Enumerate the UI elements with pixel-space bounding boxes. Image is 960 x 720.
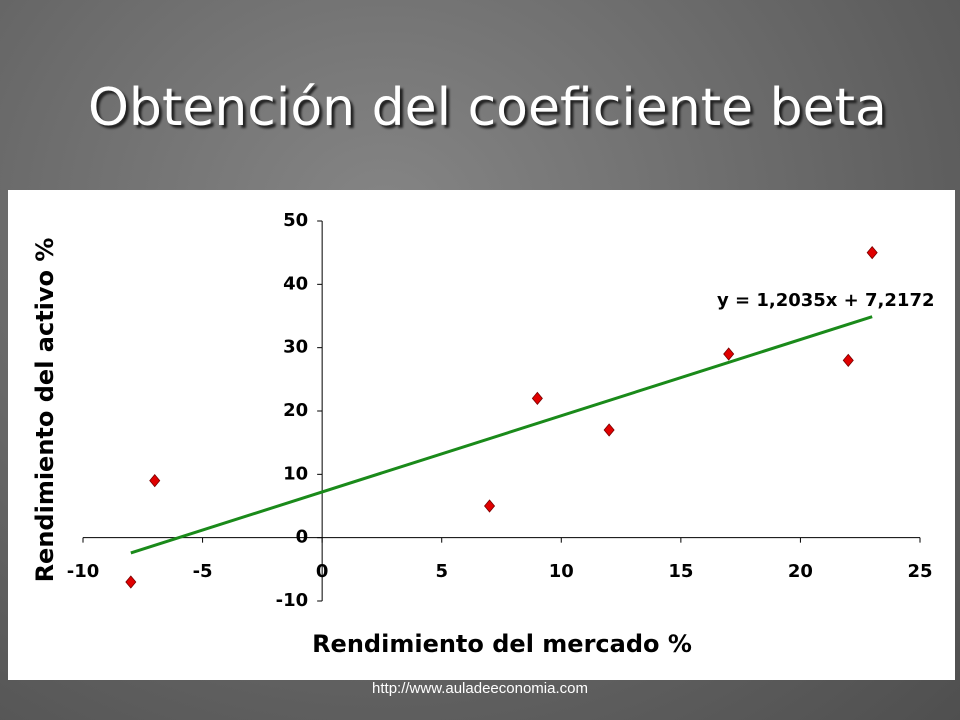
x-tick-label: 25	[907, 561, 932, 582]
chart-area	[8, 190, 955, 680]
trendline-label: y = 1,2035x + 7,2172	[717, 290, 935, 311]
x-axis-title: Rendimiento del mercado %	[312, 630, 692, 658]
data-point	[842, 353, 854, 367]
x-tick-label: 10	[549, 561, 574, 582]
y-tick-label: 40	[283, 273, 308, 294]
x-tick-label: 15	[668, 561, 693, 582]
data-point	[149, 474, 161, 488]
y-tick-label: 30	[283, 337, 308, 358]
x-tick-label: 20	[788, 561, 813, 582]
data-point	[484, 499, 496, 513]
y-tick-label: 20	[283, 400, 308, 421]
x-tick-label: -5	[193, 561, 213, 582]
y-tick-label: 50	[283, 210, 308, 231]
slide-title: Obtención del coeficiente beta	[88, 78, 887, 138]
y-tick-label: -10	[276, 590, 309, 611]
data-point	[603, 423, 615, 437]
y-axis-title: Rendimiento del activo %	[31, 238, 59, 583]
data-point	[723, 347, 735, 361]
y-tick-label: 10	[283, 463, 308, 484]
y-tick-label: 0	[296, 527, 309, 548]
data-point	[866, 246, 878, 260]
data-point	[531, 391, 543, 405]
x-tick-label: -10	[67, 561, 100, 582]
x-tick-label: 0	[316, 561, 329, 582]
data-point	[125, 575, 137, 589]
chart: Rendimiento del mercado % Rendimiento de…	[8, 190, 955, 680]
trendline	[130, 315, 873, 555]
footer: http://www.auladeeconomia.com	[372, 680, 588, 697]
x-tick-label: 5	[435, 561, 448, 582]
